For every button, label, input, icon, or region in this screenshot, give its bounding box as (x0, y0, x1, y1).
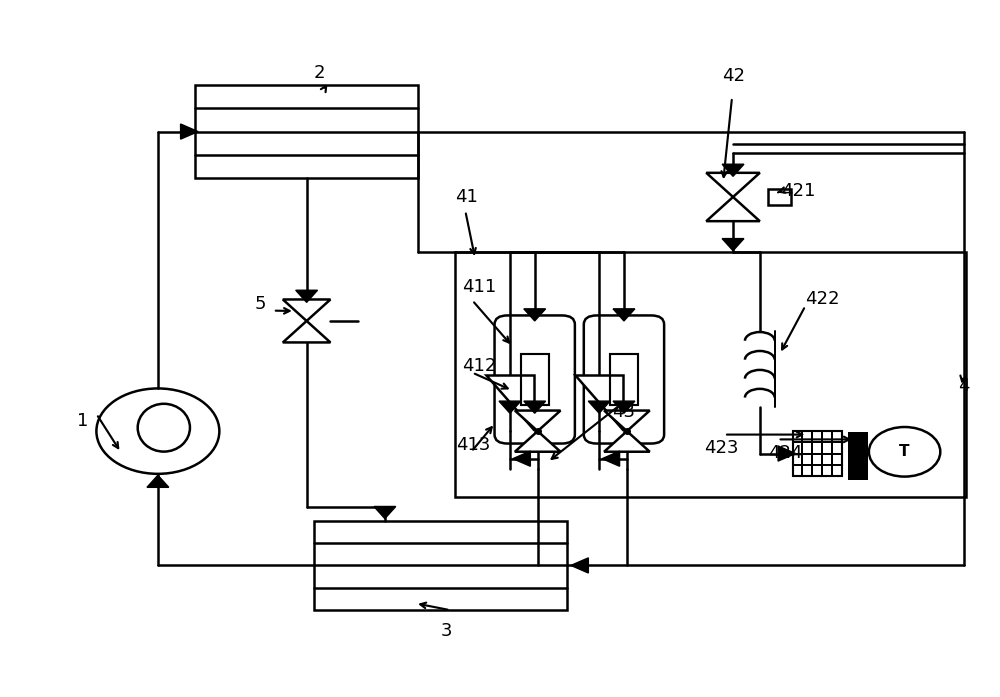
Polygon shape (147, 475, 169, 487)
Bar (195, 85, 418, 178)
Polygon shape (515, 411, 560, 431)
Polygon shape (613, 309, 635, 321)
Bar (521, 354, 549, 405)
Bar (849, 433, 867, 480)
Text: 41: 41 (455, 188, 478, 206)
FancyBboxPatch shape (584, 316, 664, 443)
Text: T: T (899, 444, 910, 459)
Polygon shape (283, 321, 330, 342)
Polygon shape (575, 375, 623, 430)
Polygon shape (722, 238, 744, 251)
Polygon shape (524, 401, 546, 413)
Polygon shape (604, 431, 650, 452)
Text: 411: 411 (462, 277, 497, 296)
Polygon shape (778, 446, 796, 461)
Polygon shape (722, 164, 744, 176)
Polygon shape (706, 173, 760, 197)
Polygon shape (706, 197, 760, 221)
Polygon shape (602, 451, 620, 466)
Polygon shape (515, 431, 560, 452)
Text: 413: 413 (456, 436, 491, 454)
Text: 421: 421 (781, 183, 815, 201)
Polygon shape (283, 300, 330, 321)
Text: 3: 3 (441, 622, 452, 640)
Bar (314, 521, 567, 610)
Text: 2: 2 (314, 64, 325, 82)
Text: 42: 42 (722, 68, 745, 86)
Text: 424: 424 (768, 444, 802, 462)
Bar (610, 354, 638, 405)
FancyBboxPatch shape (495, 316, 575, 443)
Polygon shape (296, 290, 318, 302)
Text: 423: 423 (704, 439, 739, 457)
Polygon shape (374, 507, 396, 519)
Text: 422: 422 (805, 290, 840, 308)
Polygon shape (513, 451, 530, 466)
Text: 4: 4 (958, 377, 970, 395)
Bar (768, 189, 791, 205)
Polygon shape (486, 375, 534, 430)
Polygon shape (604, 411, 650, 431)
Polygon shape (613, 401, 635, 413)
Polygon shape (181, 124, 198, 139)
Text: 43: 43 (612, 403, 635, 421)
Polygon shape (499, 401, 521, 413)
Polygon shape (524, 309, 546, 321)
Bar (793, 431, 842, 476)
Polygon shape (571, 558, 588, 573)
Text: 1: 1 (77, 412, 88, 430)
Text: 412: 412 (462, 357, 497, 375)
Polygon shape (588, 401, 610, 413)
Text: 5: 5 (255, 295, 267, 313)
Bar (455, 252, 966, 496)
